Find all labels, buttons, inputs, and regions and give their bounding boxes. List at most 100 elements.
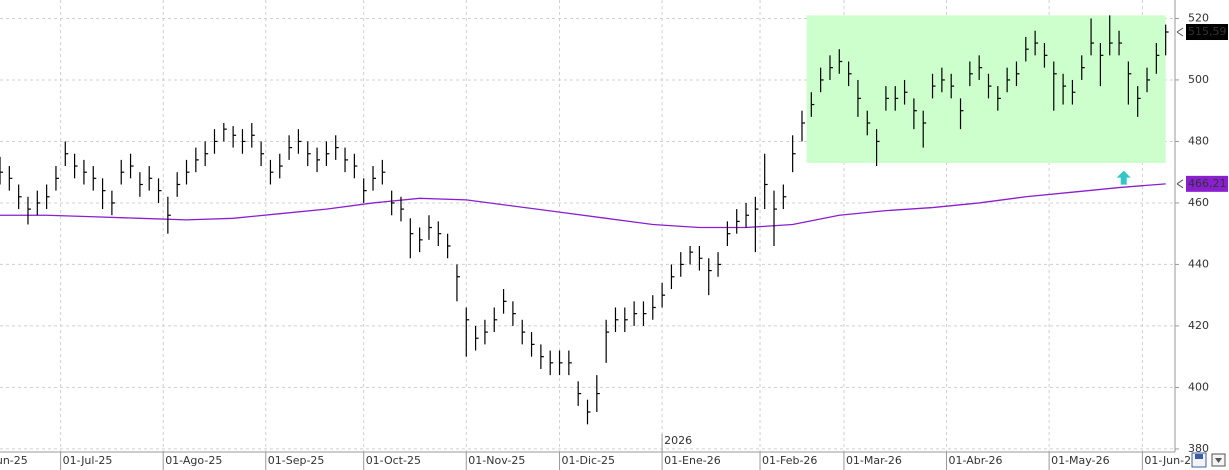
price-bar [1155,43,1160,74]
price-bar [437,221,442,246]
price-bar [1043,43,1048,68]
price-bar [1006,67,1011,93]
x-tick-label: 01-Feb-26 [762,454,817,467]
price-bar [474,325,479,351]
price-bar [223,122,227,142]
price-bar [297,129,302,154]
price-bar [801,110,805,142]
price-bar [661,282,666,308]
price-bar [148,166,153,191]
price-bar [419,227,423,253]
price-bar [512,301,516,326]
price-bar [754,196,759,253]
price-bar [316,147,321,173]
x-tick-label: 01-Jul-25 [63,454,113,467]
price-bar [1034,30,1039,56]
price-bar [83,159,87,185]
price-bar [1071,79,1076,105]
x-tick-label: 01-Ago-25 [165,454,222,467]
price-bar [736,209,740,234]
price-bar [157,178,162,203]
price-bar [325,141,330,167]
price-bar [241,129,246,154]
price-bar [894,86,899,111]
price-bar [176,172,181,197]
price-bar [1062,73,1067,105]
price-bar [1118,30,1123,56]
price-bar [372,166,377,191]
price-bar [652,295,656,320]
price-bar [456,264,460,302]
price-bar [381,159,386,185]
price-bar [558,350,563,376]
x-tick-label: 01-Sep-25 [268,454,325,467]
x-tick-label: 01-Ene-26 [664,454,721,467]
price-bar [764,153,768,210]
toolbar-icons[interactable] [1191,452,1226,468]
price-bar [782,184,787,210]
price-bar [269,159,274,185]
price-bar [596,375,600,413]
last-price-box [1186,24,1228,41]
price-bar [36,190,41,216]
ma-last-box [1186,175,1228,192]
last-price-label: 515,59 [1188,25,1227,38]
price-bar [820,67,824,93]
last-price-pointer [1176,27,1184,37]
price-bar [129,153,134,179]
price-bar [111,190,115,216]
price-bar [409,218,414,259]
price-bar [969,61,973,87]
price-bar [689,245,694,265]
price-bar [260,141,265,167]
price-bar [1099,43,1104,87]
price-bar [1146,67,1151,93]
arrow-marker [1116,170,1131,185]
price-bar [885,86,889,111]
price-bar [913,98,917,130]
price-bar [428,215,432,240]
price-bar [447,233,451,259]
price-bar [614,307,619,333]
price-bar [288,135,293,160]
price-bar [185,159,190,185]
price-bar [493,307,498,333]
x-tick-label: 01-Abr-26 [949,454,1003,467]
price-bar [46,184,50,210]
price-bar [745,202,750,228]
price-bar [251,122,255,148]
price-bar [1137,86,1141,117]
price-bar [55,166,59,191]
x-tick-label: 01-Jun-26 [1144,454,1198,467]
price-bar [922,110,927,148]
price-bar [1127,61,1132,105]
price-bar [195,147,199,173]
x-tick-label: 01-Jun-25 [0,454,28,467]
price-bar [549,350,554,376]
price-bar [1081,55,1085,80]
price-bar [978,55,983,80]
x-tick-label: 01-Mar-26 [846,454,902,467]
plot-area [0,0,1175,452]
y-tick-label: 380 [1188,442,1209,455]
price-bar [848,61,852,87]
ma-last-label: 466,21 [1188,177,1227,190]
price-bar [670,264,675,290]
x-tick-label: 01-Nov-25 [468,454,525,467]
y-tick-label: 440 [1188,257,1209,270]
price-bar [391,190,395,216]
price-bar [1053,61,1057,111]
price-bar [997,86,1001,111]
price-bar [857,79,861,117]
price-bar [726,221,731,246]
menu-icon-arrow [1215,458,1222,463]
y-tick-label: 520 [1188,11,1209,24]
price-bar [624,307,628,333]
price-bar [353,153,358,179]
price-bar [344,147,349,173]
price-bar [1165,24,1169,56]
price-bar [577,381,582,406]
price-bar [540,344,544,369]
price-bar [680,252,684,277]
